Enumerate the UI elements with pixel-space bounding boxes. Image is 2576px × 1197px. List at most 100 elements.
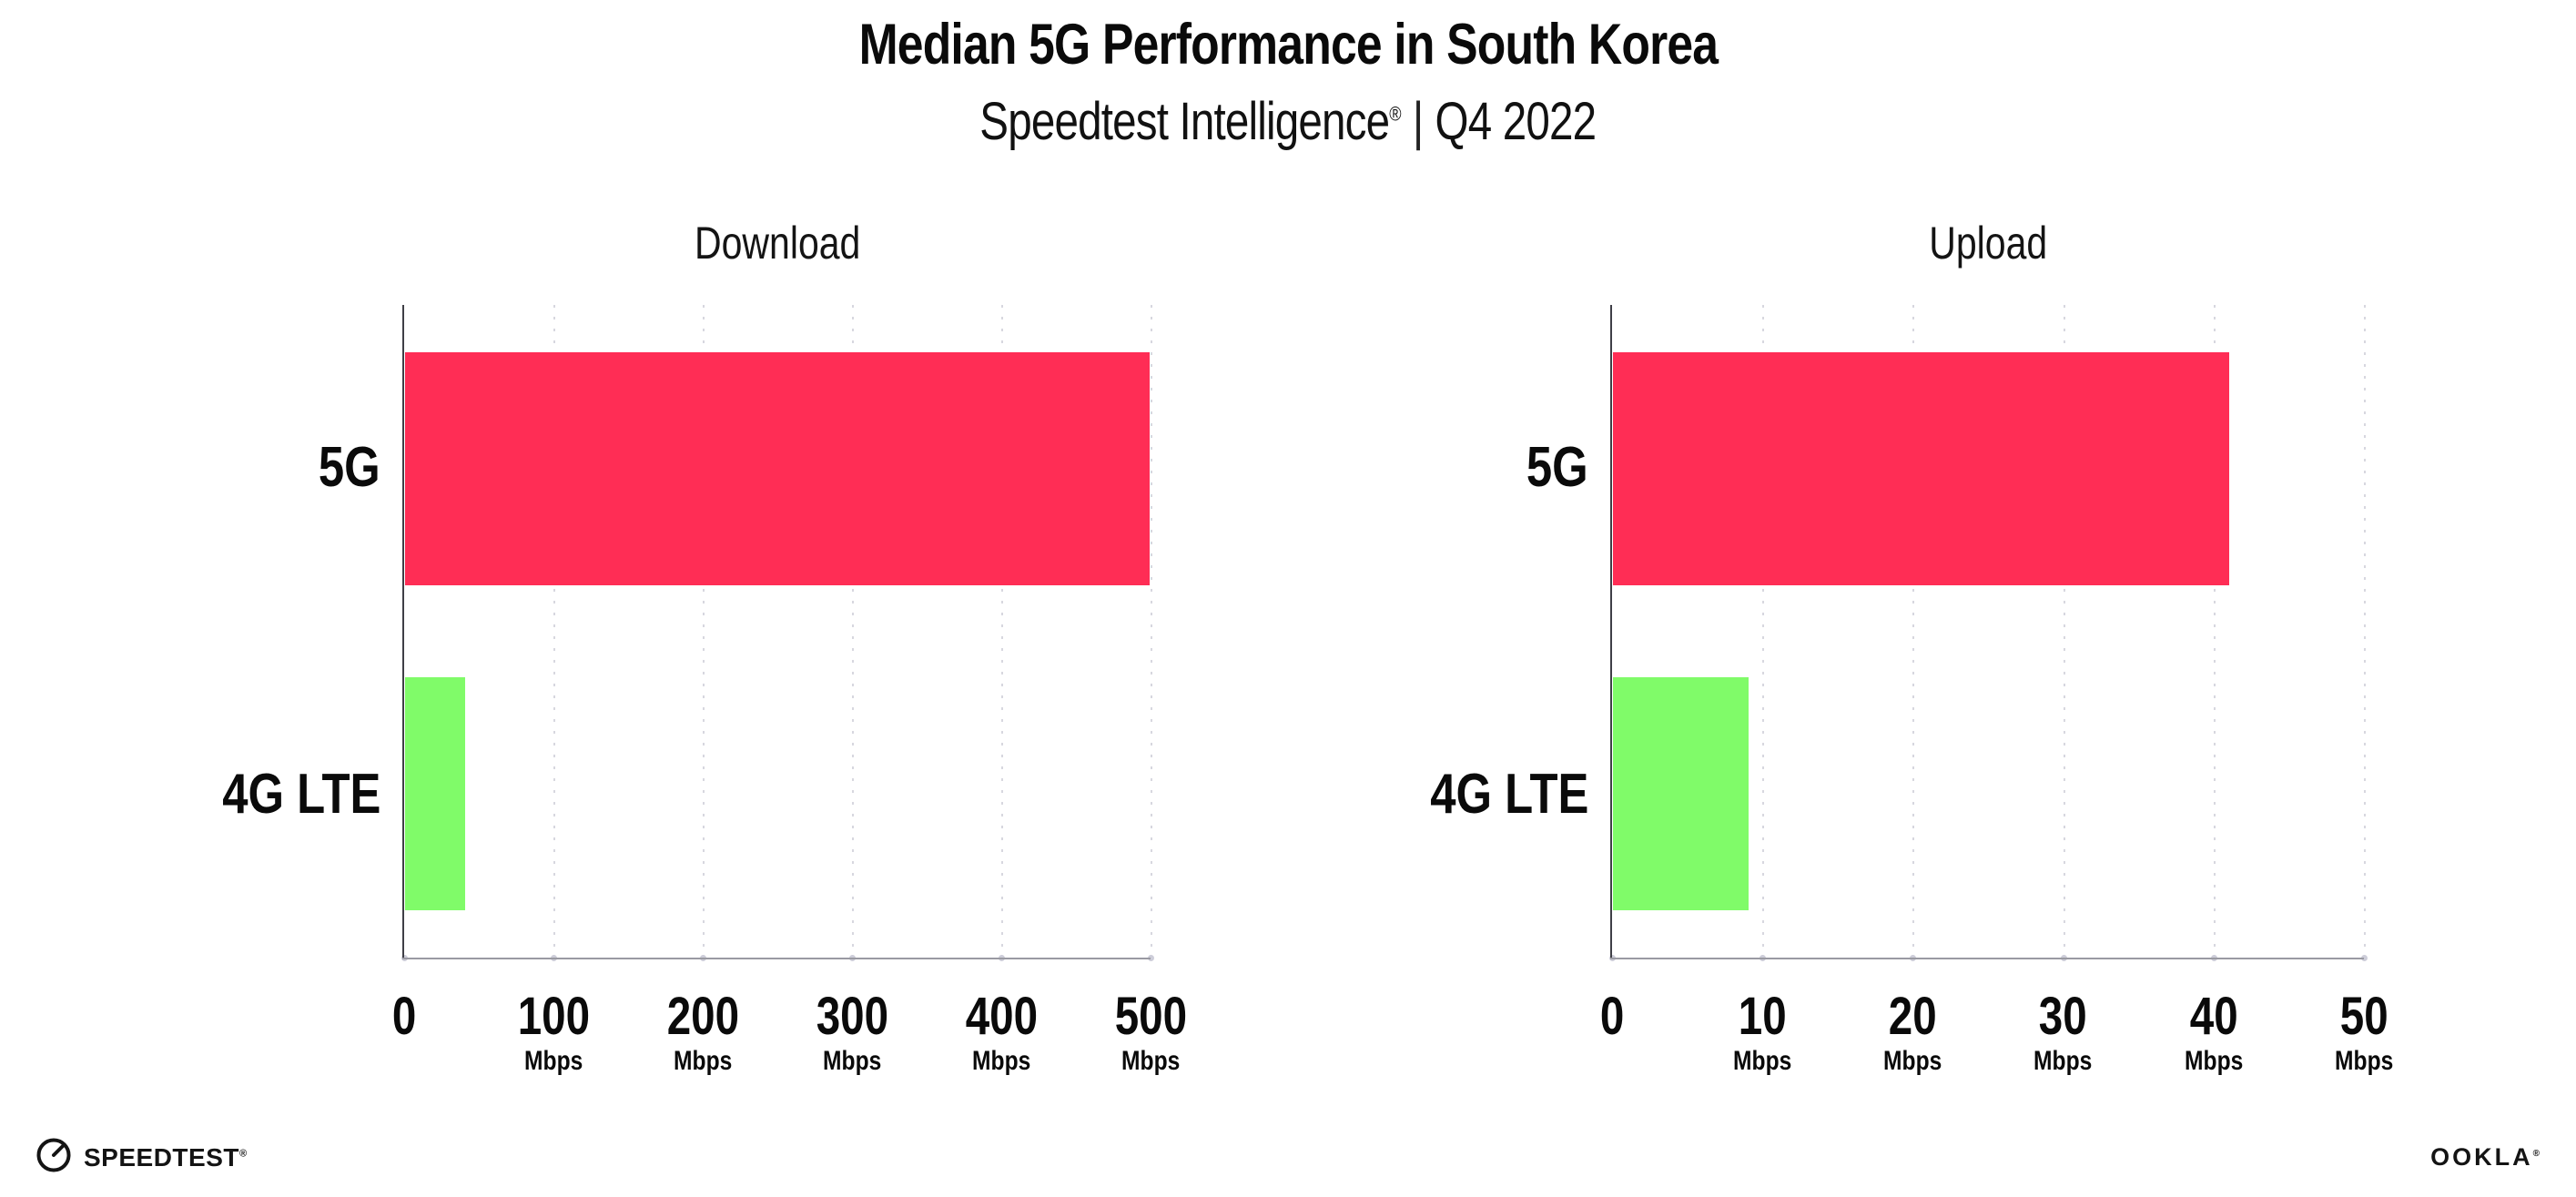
x-tick-unit: Mbps [2123,1046,2305,1077]
x-tick-unit-text: Mbps [1121,1046,1181,1076]
gridline-500 [1151,305,1152,958]
chart-title-download: Download [404,217,1151,271]
x-tick-unit: Mbps [462,1046,644,1077]
x-tick-unit-text: Mbps [523,1046,583,1076]
registered-mark: ® [1389,102,1401,126]
x-tick-value-text: 300 [816,987,888,1046]
x-tick-unit-text: Mbps [1883,1046,1942,1076]
page-title: Median 5G Performance in South Korea [0,13,2576,76]
x-tick-value-text: 10 [1738,987,1787,1046]
x-tick-value: 100 [462,989,644,1044]
x-tick-value-text: 20 [1888,987,1937,1046]
page-subtitle: Speedtest Intelligence® | Q4 2022 [0,93,2576,151]
x-tick-unit: Mbps [910,1046,1092,1077]
period-label: Q4 2022 [1435,92,1597,151]
x-tick-value: 40 [2123,989,2305,1044]
x-tick-value-text: 500 [1114,987,1187,1046]
gridline-50 [2364,305,2366,958]
x-tick-unit-text: Mbps [2334,1046,2394,1076]
upload-chart: Upload 5G 4G LTE 0 10 Mbps 20 Mbps 30 Mbps 40 Mbps 5… [1344,209,2555,1111]
speedtest-wordmark: SPEEDTEST® [84,1143,248,1172]
gridline-10 [1762,305,1765,958]
x-tick-400: 400 Mbps [910,989,1092,1077]
x-tick-unit-text: Mbps [2184,1046,2243,1076]
category-label-4g-lte: 4G LTE [1344,766,1588,823]
x-tick-value: 300 [761,989,943,1044]
bar-4g-lte [405,677,465,910]
x-tick-unit: Mbps [2273,1046,2455,1077]
gridline-400 [1001,305,1003,958]
gridline-40 [2213,305,2216,958]
ookla-logo: OOKLA® [2430,1143,2540,1172]
y-axis-line [1610,305,1612,959]
x-tick-value: 0 [313,989,495,1044]
x-tick-value: 50 [2273,989,2455,1044]
chart-title-upload: Upload [1612,217,2364,271]
x-tick-unit: Mbps [612,1046,794,1077]
gridline-100 [553,305,555,958]
x-tick-30: 30 Mbps [1973,989,2155,1077]
x-tick-unit-text: Mbps [822,1046,882,1076]
subtitle-separator: | [1413,92,1424,151]
gridline-200 [703,305,705,958]
x-tick-0: 0 [313,989,495,1044]
x-tick-200: 200 Mbps [612,989,794,1077]
bar-5g [1613,352,2230,585]
x-tick-unit-text: Mbps [673,1046,733,1076]
x-axis-line [1610,958,2364,959]
x-tick-unit-text: Mbps [971,1046,1031,1076]
header: Median 5G Performance in South Korea Spe… [0,13,2576,151]
x-tick-unit-text: Mbps [1733,1046,1792,1076]
category-label-text: 4G LTE [1429,763,1588,826]
chart-title-text: Download [694,218,861,269]
gridline-300 [852,305,854,958]
x-tick-500: 500 Mbps [1060,989,1242,1077]
x-tick-unit: Mbps [1821,1046,2003,1077]
ookla-wordmark: OOKLA® [2430,1143,2540,1171]
bar-5g [405,352,1151,585]
x-tick-100: 100 Mbps [462,989,644,1077]
x-tick-0: 0 [1521,989,1703,1044]
x-tick-value-text: 40 [2189,987,2238,1046]
speedtest-logo: SPEEDTEST® [35,1136,248,1179]
bar-4g-lte [1613,677,1749,910]
x-tick-unit: Mbps [761,1046,943,1077]
x-tick-unit: Mbps [1973,1046,2155,1077]
ookla-registered-mark: ® [2532,1149,2540,1159]
x-tick-40: 40 Mbps [2123,989,2305,1077]
x-tick-value: 30 [1973,989,2155,1044]
brand-name: Speedtest Intelligence [979,92,1391,151]
x-tick-value-text: 400 [965,987,1038,1046]
plot-area [1609,305,2368,961]
y-axis-line [402,305,404,959]
category-label-text: 5G [1526,436,1588,499]
speedtest-gauge-icon [35,1136,73,1179]
category-label-5g: 5G [1344,440,1588,496]
x-tick-value-text: 200 [666,987,739,1046]
speedtest-registered-mark: ® [238,1148,248,1160]
x-tick-unit: Mbps [1060,1046,1242,1077]
x-tick-value-text: 100 [517,987,590,1046]
x-tick-value: 200 [612,989,794,1044]
x-tick-300: 300 Mbps [761,989,943,1077]
page-subtitle-text: Speedtest Intelligence® | Q4 2022 [980,93,1597,151]
x-tick-value-text: 0 [391,987,417,1046]
x-axis-line [402,958,1151,959]
ookla-wordmark-text: OOKLA [2430,1143,2533,1171]
gridline-30 [2063,305,2065,958]
category-label-text: 5G [319,436,380,499]
category-label-5g: 5G [137,440,380,496]
category-label-text: 4G LTE [221,763,380,826]
page-title-text: Median 5G Performance in South Korea [858,13,1718,76]
gridline-20 [1912,305,1915,958]
x-tick-20: 20 Mbps [1821,989,2003,1077]
x-tick-unit-text: Mbps [2033,1046,2093,1076]
chart-title-text: Upload [1929,218,2047,269]
x-tick-value: 500 [1060,989,1242,1044]
x-tick-50: 50 Mbps [2273,989,2455,1077]
speedtest-wordmark-text: SPEEDTEST [84,1142,239,1172]
x-tick-10: 10 Mbps [1671,989,1853,1077]
axis-tick-dot-500 [1148,955,1154,961]
x-tick-value: 10 [1671,989,1853,1044]
